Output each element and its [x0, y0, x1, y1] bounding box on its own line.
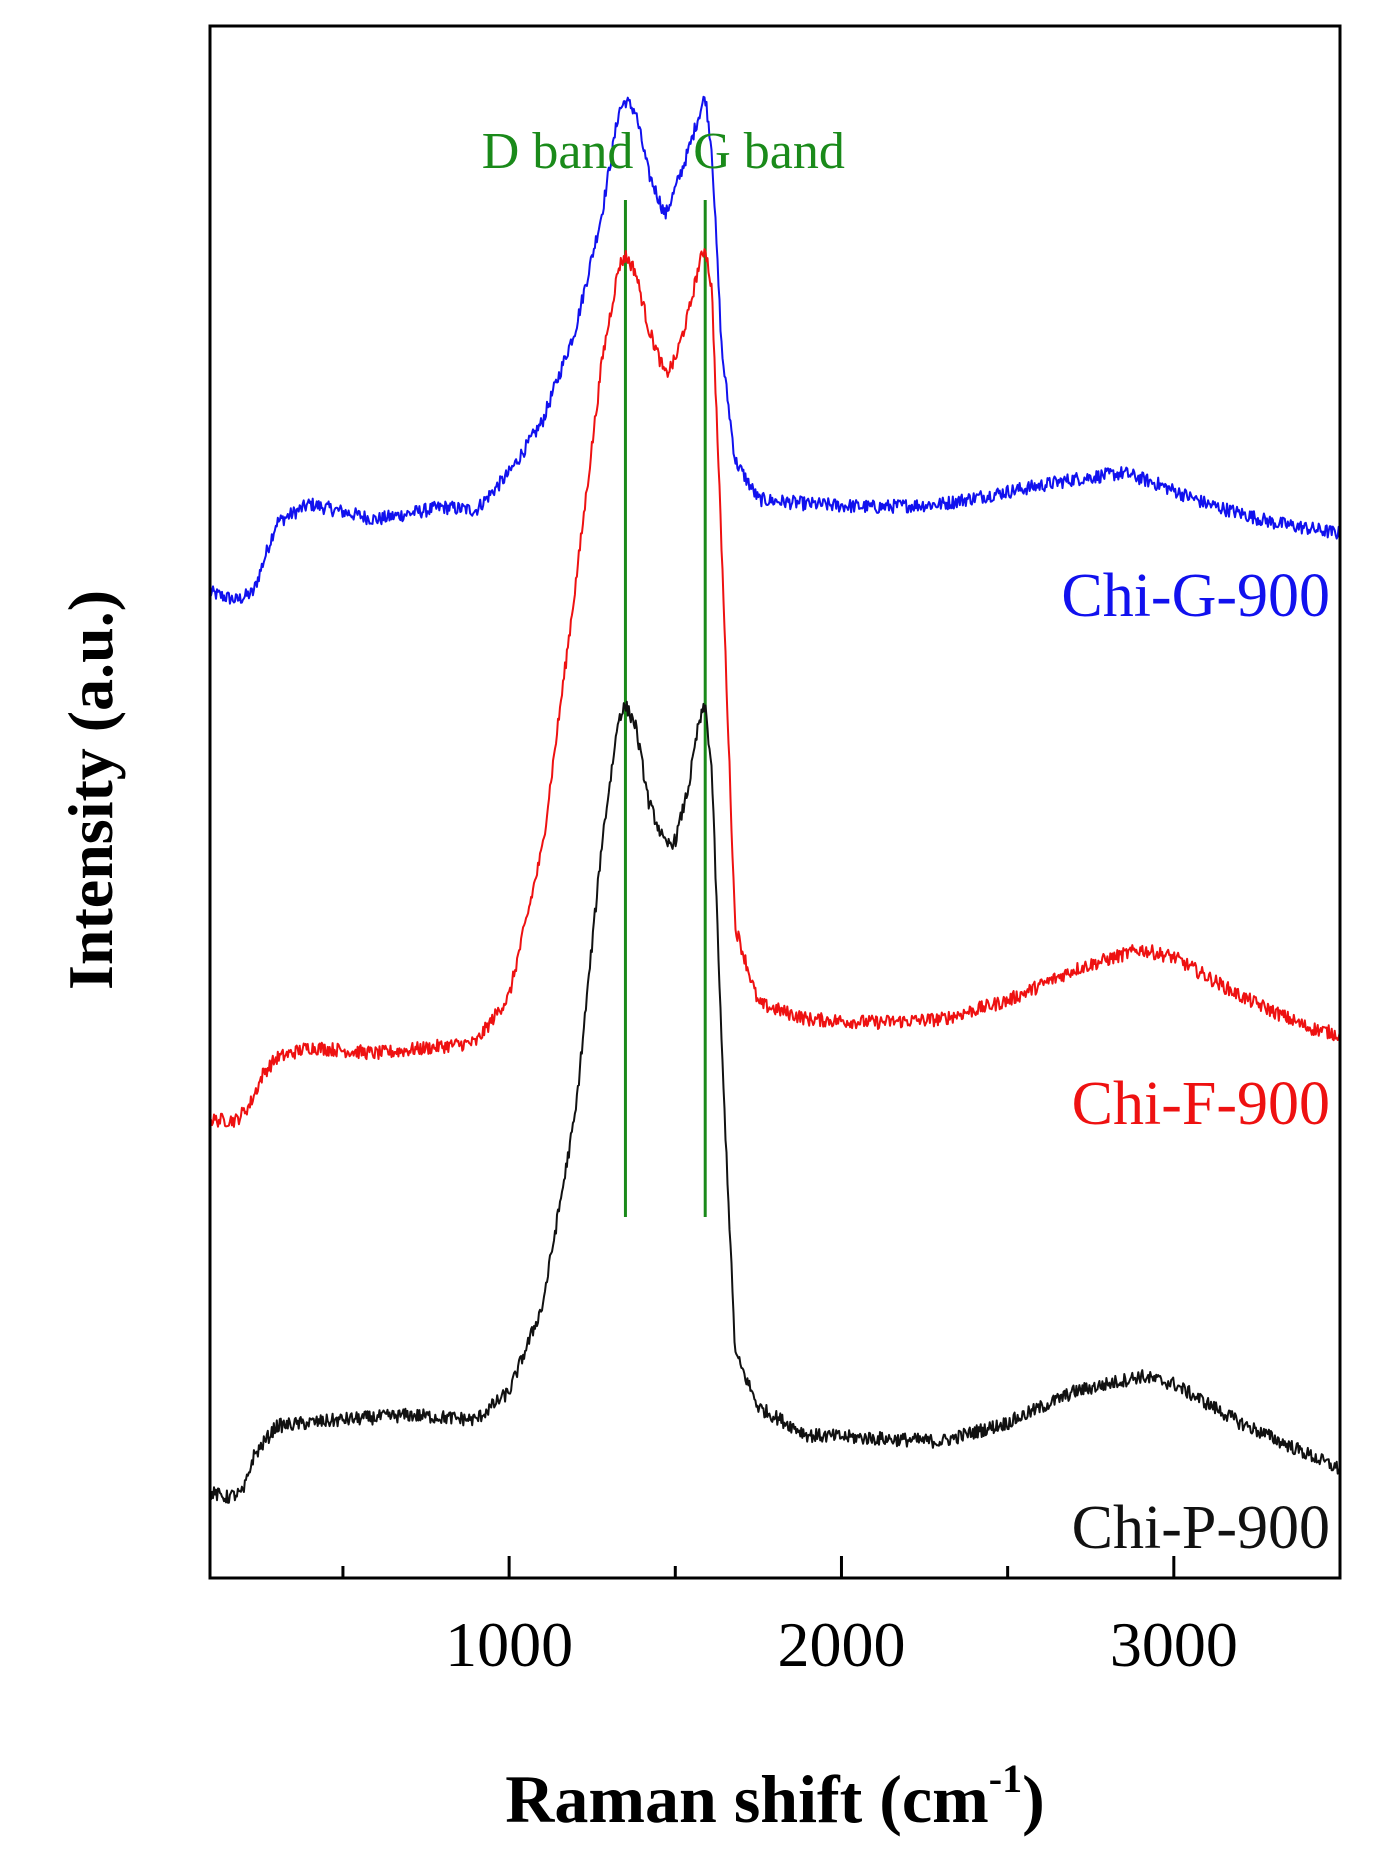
x-axis-label-main: Raman shift (cm	[505, 1761, 989, 1837]
series-layer	[209, 95, 1341, 1504]
x-tick-label: 2000	[777, 1609, 905, 1680]
series-labels-layer: Chi-G-900 Chi-F-900 Chi-P-900	[1061, 562, 1330, 1562]
y-axis-label: Intensity (a.u.)	[55, 590, 126, 990]
reference-label-g-band: G band	[693, 123, 845, 180]
x-tick-label: 1000	[445, 1609, 573, 1680]
reference-labels-layer: D band G band	[482, 123, 845, 180]
x-tick-label: 3000	[1110, 1609, 1238, 1680]
series-label-chi-f-900: Chi-F-900	[1072, 1070, 1330, 1138]
x-axis-label-close: )	[1022, 1761, 1045, 1837]
x-axis-ticks: 1000 2000 3000	[341, 1556, 1238, 1680]
series-label-chi-p-900: Chi-P-900	[1072, 1494, 1330, 1562]
series-line-chi-g-900	[209, 95, 1341, 605]
reference-lines-layer	[623, 200, 707, 1217]
x-axis-label-sup: -1	[989, 1756, 1022, 1801]
plot-frame	[208, 24, 1342, 1580]
series-line-chi-f-900	[209, 248, 1341, 1128]
series-line-chi-p-900	[209, 700, 1341, 1504]
x-axis-label: Raman shift (cm-1)	[505, 1756, 1045, 1837]
series-label-chi-g-900: Chi-G-900	[1061, 562, 1330, 630]
reference-label-d-band: D band	[482, 123, 634, 180]
